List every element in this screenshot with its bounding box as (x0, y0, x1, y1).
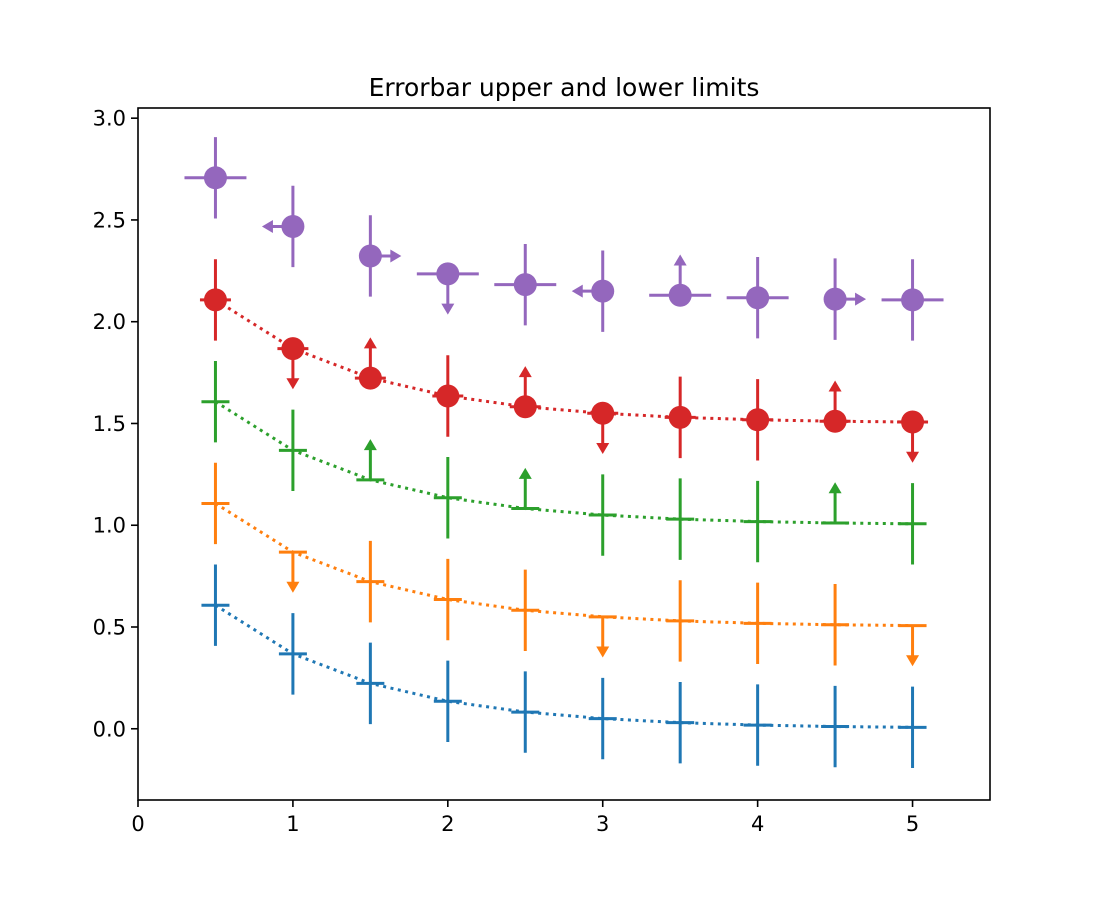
x-tick-label: 2 (441, 812, 454, 836)
chart-title: Errorbar upper and lower limits (369, 73, 760, 102)
y-tick-label: 1.0 (93, 514, 126, 538)
lower-limit-arrow-head (828, 380, 842, 392)
circle-marker (823, 409, 847, 433)
circle-marker (746, 408, 770, 432)
lower-limit-arrow-head (518, 366, 532, 378)
circle-marker (513, 273, 537, 297)
x-upper-limit-arrow-head (261, 219, 273, 233)
x-lower-limit-arrow-head (390, 249, 402, 263)
circle-marker (436, 262, 460, 286)
circle-marker (358, 366, 382, 390)
upper-limit-arrow-head (286, 378, 300, 390)
x-tick-label: 0 (131, 812, 144, 836)
x-tick-label: 5 (906, 812, 919, 836)
circle-marker (668, 405, 692, 429)
upper-limit-arrow-head (596, 443, 610, 454)
y-tick-label: 2.5 (93, 208, 126, 232)
x-upper-limit-arrow-head (571, 284, 583, 298)
x-tick-label: 4 (751, 812, 764, 836)
circle-marker (668, 283, 692, 307)
y-tick-label: 2.0 (93, 310, 126, 334)
plot-area (184, 137, 944, 769)
series-3 (199, 259, 929, 463)
x-axis: 0 1 2 3 4 5 (131, 800, 919, 836)
upper-limit-arrow-head (441, 303, 455, 315)
y-tick-label: 3.0 (93, 107, 126, 131)
lower-limit-arrow-head (518, 467, 532, 479)
x-tick-label: 3 (596, 812, 609, 836)
axes-frame (137, 107, 991, 801)
circle-marker (203, 166, 227, 190)
series-0 (201, 564, 927, 769)
x-lower-limit-arrow-head (855, 292, 867, 306)
series-1 (201, 462, 927, 667)
circle-marker (203, 288, 227, 312)
lower-limit-arrow-head (673, 254, 687, 266)
circle-marker (281, 337, 305, 361)
circle-marker (436, 384, 460, 408)
y-tick-label: 0.0 (93, 717, 126, 741)
lower-limit-arrow-head (828, 482, 842, 494)
circle-marker (591, 279, 615, 303)
x-tick-label: 1 (286, 812, 299, 836)
circle-marker (746, 286, 770, 310)
circle-marker (591, 401, 615, 425)
circle-marker (901, 410, 925, 434)
y-axis: 0.0 0.5 1.0 1.5 2.0 2.5 3.0 (93, 107, 138, 741)
upper-limit-arrow-head (596, 646, 610, 658)
y-tick-label: 1.5 (93, 412, 126, 436)
upper-limit-arrow-head (286, 581, 300, 593)
series-line (214, 298, 913, 424)
y-tick-label: 0.5 (93, 616, 126, 640)
circle-marker (513, 395, 537, 419)
circle-marker (358, 244, 382, 268)
circle-marker (823, 287, 847, 311)
series-2 (201, 360, 927, 565)
circle-marker (901, 288, 925, 312)
lower-limit-arrow-head (363, 439, 377, 451)
circle-marker (281, 214, 305, 238)
series-4 (184, 137, 944, 341)
upper-limit-arrow-head (906, 451, 920, 463)
lower-limit-arrow-head (363, 337, 377, 349)
upper-limit-arrow-head (906, 655, 920, 667)
